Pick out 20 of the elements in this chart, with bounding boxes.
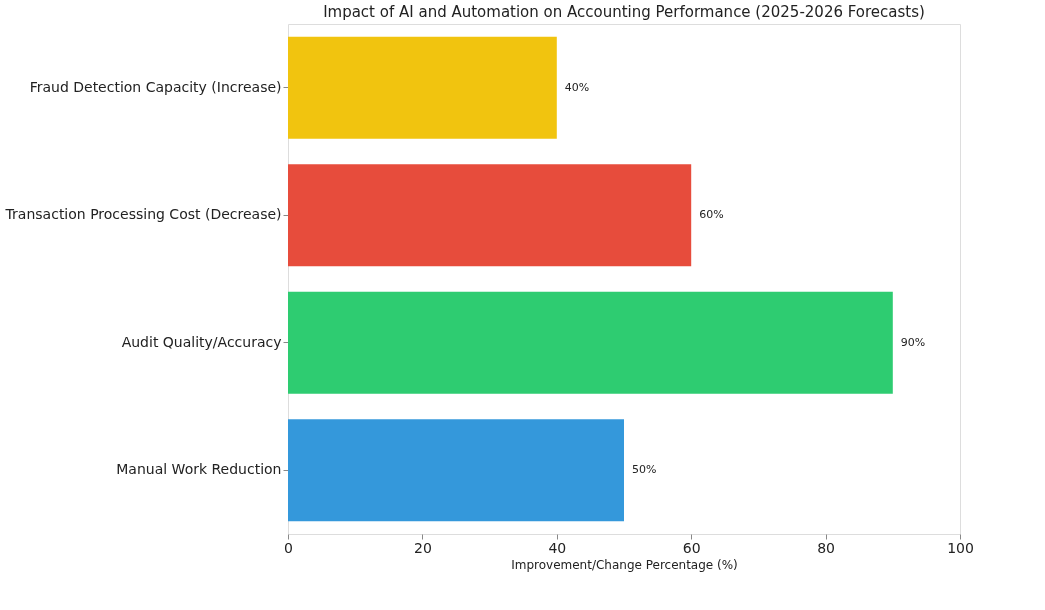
- data-label: 40%: [564, 80, 590, 94]
- x-tick-label: 100: [947, 539, 974, 556]
- x-axis-title: Improvement/Change Percentage (%): [511, 557, 738, 572]
- y-tick-label: Fraud Detection Capacity (Increase): [29, 78, 282, 95]
- y-tick-label: Transaction Processing Cost (Decrease): [4, 206, 282, 223]
- bar: [288, 36, 557, 139]
- data-label: 90%: [900, 335, 926, 349]
- x-tick-label: 40: [548, 539, 567, 556]
- x-tick-label: 80: [817, 539, 836, 556]
- x-tick-label: 0: [284, 539, 293, 556]
- chart-title: Impact of AI and Automation on Accounting Performance (2025-2026 Forecasts): [323, 3, 925, 21]
- x-tick-label: 20: [413, 539, 432, 556]
- data-label: 50%: [632, 463, 657, 477]
- y-tick-label: Audit Quality/Accuracy: [121, 333, 282, 350]
- y-tick-label: Manual Work Reduction: [116, 461, 282, 478]
- bar: [288, 419, 624, 522]
- data-label: 60%: [699, 208, 724, 222]
- x-tick-label: 60: [682, 539, 701, 556]
- bar: [288, 291, 893, 394]
- bar: [288, 164, 692, 267]
